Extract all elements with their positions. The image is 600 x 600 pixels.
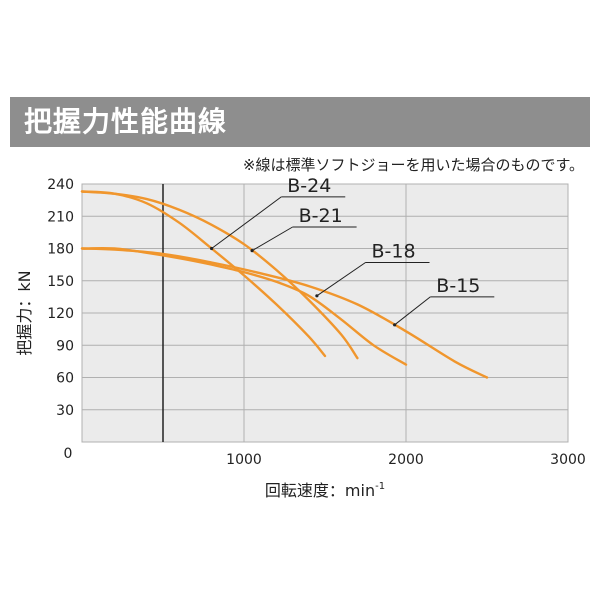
series-leader-dot	[250, 249, 254, 253]
footnote: ※線は標準ソフトジョーを用いた場合のものです。	[242, 156, 584, 174]
series-labels: B-24 B-21 B-18 B-15	[210, 175, 495, 327]
y-tick-label: 210	[47, 209, 74, 225]
series-label-b-15: B-15	[436, 275, 480, 297]
y-tick-label: 180	[47, 242, 74, 258]
y-tick-label: 120	[47, 306, 74, 322]
series-leader-line	[394, 296, 431, 326]
series-leader-line	[211, 196, 282, 249]
curve-b-15	[80, 247, 489, 379]
y-tick-label: 240	[47, 177, 74, 193]
x-tick-label: 3000	[550, 452, 586, 468]
series-leader-dot	[210, 246, 214, 251]
x-axis-label: 回転速度：min-1	[265, 481, 385, 500]
series-leader-dot	[315, 294, 319, 298]
series-leader-line	[316, 262, 366, 297]
series-label-b-21: B-21	[299, 205, 343, 227]
x-tick-label: 2000	[388, 452, 424, 468]
x-tick-label-origin: 0	[64, 446, 73, 462]
y-axis-label: 把握力：kN	[15, 270, 34, 355]
series-leader-dot	[393, 323, 397, 327]
title-bar: 把握力性能曲線	[10, 97, 590, 147]
y-tick-label: 90	[56, 338, 74, 354]
x-axis-label-superscript: -1	[375, 481, 385, 492]
x-axis-label-text: 回転速度：min	[265, 481, 375, 500]
curve-b-21	[80, 190, 359, 360]
series-label-b-24: B-24	[287, 175, 331, 197]
y-tick-label: 150	[47, 274, 74, 290]
y-tick-label: 30	[56, 403, 74, 419]
series-leader-line	[251, 226, 293, 252]
series-label-b-18: B-18	[372, 240, 416, 262]
page-title: 把握力性能曲線	[24, 105, 228, 138]
curves	[80, 190, 489, 379]
x-tick-label: 1000	[226, 452, 262, 468]
tick-labels: 30 60 90 120 150 180 210 240 0 1000 2000 3000	[47, 177, 586, 468]
y-tick-label: 60	[56, 371, 74, 387]
